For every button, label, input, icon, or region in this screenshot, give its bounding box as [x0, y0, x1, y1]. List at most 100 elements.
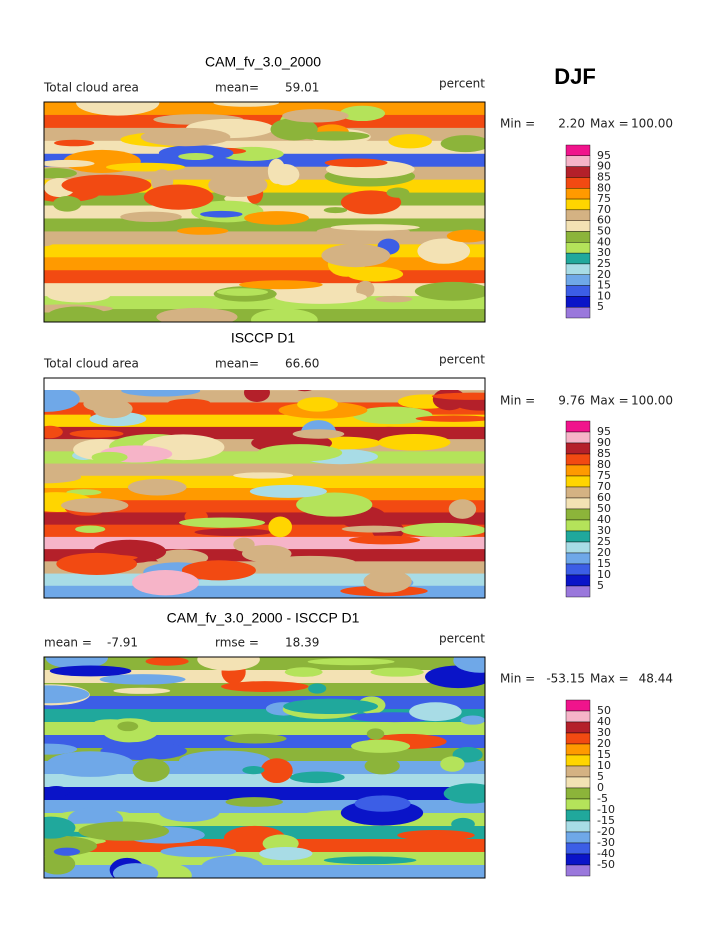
colorbar-label: 80 [597, 458, 611, 471]
map-field [44, 657, 485, 878]
field-blob [270, 117, 318, 141]
field-blob [250, 308, 318, 322]
colorbar-swatch [565, 842, 591, 855]
colorbar-swatch [565, 442, 591, 455]
field-blob [44, 816, 76, 839]
field-blob [61, 498, 129, 513]
field-blob [366, 728, 385, 740]
field-blob [239, 280, 323, 290]
field-blob [308, 683, 327, 694]
colorbar-label: 25 [597, 257, 611, 270]
field-blob [453, 657, 485, 673]
field-label: Total cloud area [43, 357, 139, 371]
colorbar-label: 0 [597, 781, 604, 794]
colorbar-swatch [565, 486, 591, 499]
field-blob [46, 751, 135, 777]
field-blob [323, 207, 348, 214]
colorbar-label: 70 [597, 203, 611, 216]
field-blob [47, 288, 111, 303]
field-blob [397, 829, 475, 841]
max-label: Max = [590, 672, 629, 686]
field-blob [268, 516, 293, 538]
field-blob [44, 232, 56, 247]
min-label: Min = [500, 672, 535, 686]
field-blob [330, 224, 420, 231]
colorbar-swatch [565, 464, 591, 477]
field-blob [370, 667, 424, 677]
field-band [44, 231, 485, 246]
map-field [44, 378, 485, 598]
colorbar-swatch [565, 508, 591, 521]
colorbar-swatch [565, 787, 591, 800]
colorbar-label: 80 [597, 181, 611, 194]
colorbar-label: 75 [597, 192, 611, 205]
field-blob [155, 549, 209, 566]
colorbar-label: -15 [597, 814, 615, 827]
min-value: 9.76 [558, 394, 585, 408]
max-label: Max = [590, 117, 629, 131]
stat-value: 66.60 [285, 357, 319, 371]
field-blob [451, 817, 475, 831]
panel-title: CAM_fv_3.0_2000 [205, 54, 321, 70]
field-blob [446, 229, 485, 243]
colorbar-label: 90 [597, 160, 611, 173]
units-label: percent [439, 353, 485, 367]
colorbar-swatch [565, 285, 591, 297]
colorbar-swatch [565, 530, 591, 543]
colorbar-swatch [565, 420, 591, 433]
colorbar-swatch [565, 831, 591, 844]
field-blob [168, 398, 211, 407]
field-blob [78, 821, 170, 841]
field-blob [127, 478, 187, 496]
field-blob [414, 281, 485, 301]
colorbar-label: 50 [597, 225, 611, 238]
field-blob [225, 797, 283, 807]
colorbar-swatch [565, 541, 591, 554]
colorbar-swatch [565, 519, 591, 532]
colorbar-swatch [565, 574, 591, 587]
field-blob [201, 855, 264, 878]
colorbar-label: 75 [597, 469, 611, 482]
field-blob [289, 771, 345, 784]
colorbar-swatch [565, 699, 591, 712]
field-blob [267, 158, 286, 184]
field-blob [91, 451, 128, 463]
colorbar-swatch [565, 475, 591, 488]
field-blob [221, 681, 309, 692]
field-blob [224, 733, 287, 744]
field-band [44, 573, 485, 587]
min-label: Min = [500, 117, 535, 131]
field-blob [440, 135, 485, 153]
colorbar-swatch [565, 710, 591, 723]
field-blob [386, 187, 410, 198]
colorbar-label: 30 [597, 524, 611, 537]
field-blob [351, 739, 411, 753]
field-blob [324, 158, 388, 168]
stat-label: rmse = [215, 636, 259, 650]
field-blob [160, 845, 237, 858]
field-band [44, 463, 485, 477]
field-blob [120, 211, 182, 222]
colorbar-label: 50 [597, 704, 611, 717]
colorbar-swatch [565, 252, 591, 265]
field-blob [112, 863, 159, 878]
field-blob [44, 743, 78, 755]
colorbar-swatch [565, 209, 591, 221]
colorbar-label: 40 [597, 235, 611, 248]
stat-value: 59.01 [285, 81, 319, 95]
colorbar-swatch [565, 198, 591, 211]
max-value: 100.00 [631, 117, 673, 131]
max-value: 48.44 [639, 672, 673, 686]
field-blob [194, 528, 272, 537]
field-blob [388, 134, 432, 149]
field-blob [282, 109, 349, 123]
field-blob [140, 127, 231, 147]
colorbar-swatch [565, 231, 591, 243]
map-field [44, 102, 485, 322]
field-blob [375, 295, 413, 303]
colorbar-swatch [565, 853, 591, 866]
field-blob [415, 415, 485, 422]
field-blob [178, 153, 214, 161]
field-blob [363, 570, 412, 593]
field-blob [44, 168, 77, 179]
